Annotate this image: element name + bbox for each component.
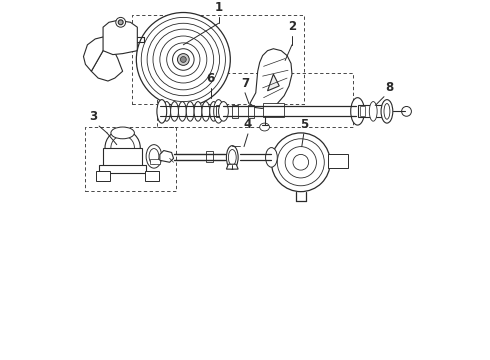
Circle shape (118, 20, 123, 25)
Bar (206, 150, 213, 162)
Circle shape (177, 54, 189, 66)
Polygon shape (103, 20, 137, 55)
Polygon shape (160, 150, 173, 162)
Ellipse shape (146, 145, 162, 168)
Text: 2: 2 (288, 20, 296, 33)
Text: 7: 7 (241, 77, 249, 90)
Ellipse shape (178, 102, 186, 121)
Circle shape (402, 107, 412, 116)
Circle shape (116, 17, 125, 27)
Circle shape (271, 133, 330, 192)
Ellipse shape (260, 123, 270, 131)
Circle shape (160, 36, 207, 83)
Bar (232, 104, 238, 118)
Circle shape (277, 139, 324, 186)
Circle shape (180, 57, 186, 62)
Ellipse shape (210, 102, 218, 121)
Polygon shape (83, 37, 116, 71)
Circle shape (105, 130, 140, 165)
Circle shape (147, 23, 220, 96)
Ellipse shape (163, 102, 171, 121)
Ellipse shape (202, 102, 210, 121)
Ellipse shape (369, 102, 377, 121)
Polygon shape (226, 164, 238, 169)
Text: 8: 8 (385, 81, 393, 94)
Ellipse shape (226, 146, 238, 169)
Bar (328, 154, 348, 168)
Ellipse shape (111, 127, 134, 139)
Polygon shape (91, 47, 122, 81)
Circle shape (167, 43, 200, 76)
Bar (103, 148, 142, 169)
Text: 4: 4 (244, 118, 252, 131)
Bar (145, 171, 159, 181)
Ellipse shape (157, 100, 167, 123)
Ellipse shape (384, 104, 390, 119)
Text: 1: 1 (215, 1, 222, 14)
Bar (358, 105, 387, 117)
Ellipse shape (219, 102, 228, 121)
Bar (99, 165, 146, 173)
Circle shape (285, 147, 317, 178)
Ellipse shape (214, 100, 223, 123)
Ellipse shape (171, 102, 178, 121)
Ellipse shape (228, 149, 236, 165)
Bar (263, 103, 284, 117)
Text: 5: 5 (299, 118, 308, 131)
Circle shape (141, 17, 225, 102)
Polygon shape (250, 49, 292, 108)
Bar (96, 171, 110, 181)
Ellipse shape (194, 102, 202, 121)
Bar (216, 105, 221, 117)
Circle shape (111, 136, 134, 159)
Ellipse shape (149, 149, 159, 164)
Bar (360, 107, 366, 116)
Ellipse shape (186, 102, 194, 121)
Ellipse shape (381, 100, 393, 123)
Bar (150, 159, 160, 164)
Bar (248, 104, 254, 118)
Circle shape (293, 154, 309, 170)
Circle shape (136, 13, 230, 107)
Polygon shape (268, 74, 279, 91)
Ellipse shape (266, 148, 277, 167)
Text: 3: 3 (89, 110, 98, 123)
Ellipse shape (351, 98, 365, 125)
Circle shape (153, 29, 214, 90)
Text: 6: 6 (207, 72, 215, 85)
Circle shape (172, 49, 194, 70)
